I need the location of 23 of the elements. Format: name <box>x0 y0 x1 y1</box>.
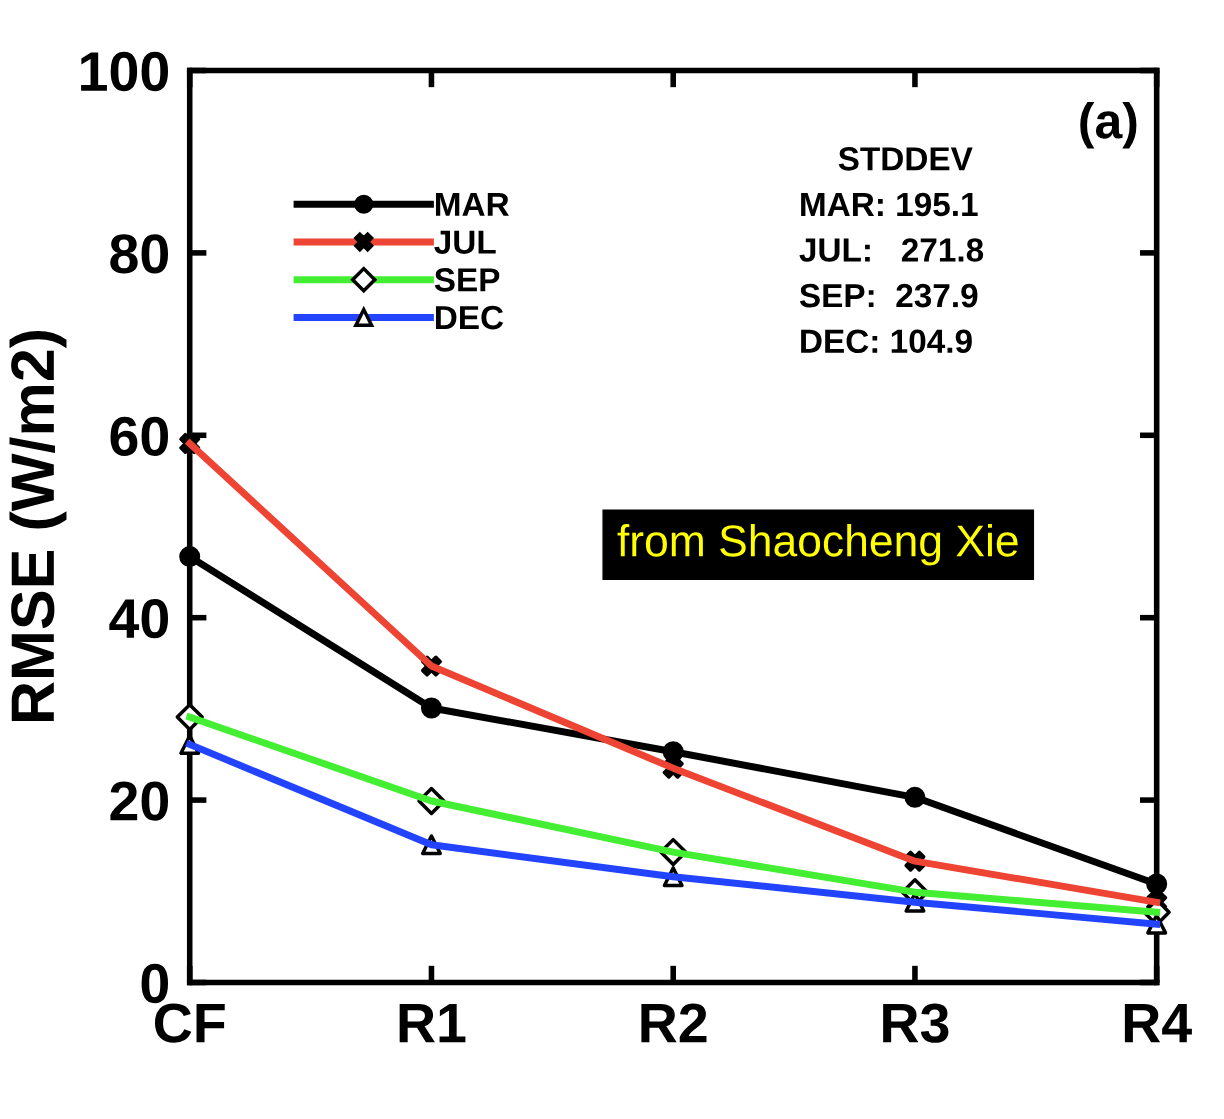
y-tick-label: 60 <box>110 416 168 456</box>
annotation: MAR: 195.1 <box>801 192 978 217</box>
annotation: from Shaocheng Xie <box>617 524 1018 566</box>
annotation: JUL: 271.8 <box>799 238 984 262</box>
y-tick-label: 80 <box>110 234 168 274</box>
x-tick-label: R1 <box>399 1003 466 1043</box>
y-tick-label: 20 <box>110 781 168 821</box>
annotation: STDDEV <box>838 147 973 171</box>
y-axis-title: RMSE (W/m2) <box>9 330 67 722</box>
x-tick-label: R3 <box>883 1003 949 1043</box>
x-tick-label: R4 <box>1124 1003 1192 1043</box>
annotation: (a) <box>1080 101 1137 149</box>
annotation: SEP: 237.9 <box>799 283 978 308</box>
y-tick-label: 100 <box>81 51 169 92</box>
x-tick-label: CF <box>154 1003 225 1043</box>
legend-label: JUL <box>434 230 496 254</box>
y-tick-label: 40 <box>109 599 168 639</box>
y-tick-label: 0 <box>141 963 168 1004</box>
annotation: DEC: 104.9 <box>801 329 972 354</box>
legend-label: MAR <box>435 192 509 216</box>
legend-label: DEC <box>435 305 504 330</box>
x-tick-label: R2 <box>641 1003 707 1043</box>
legend-label: SEP <box>434 268 500 292</box>
